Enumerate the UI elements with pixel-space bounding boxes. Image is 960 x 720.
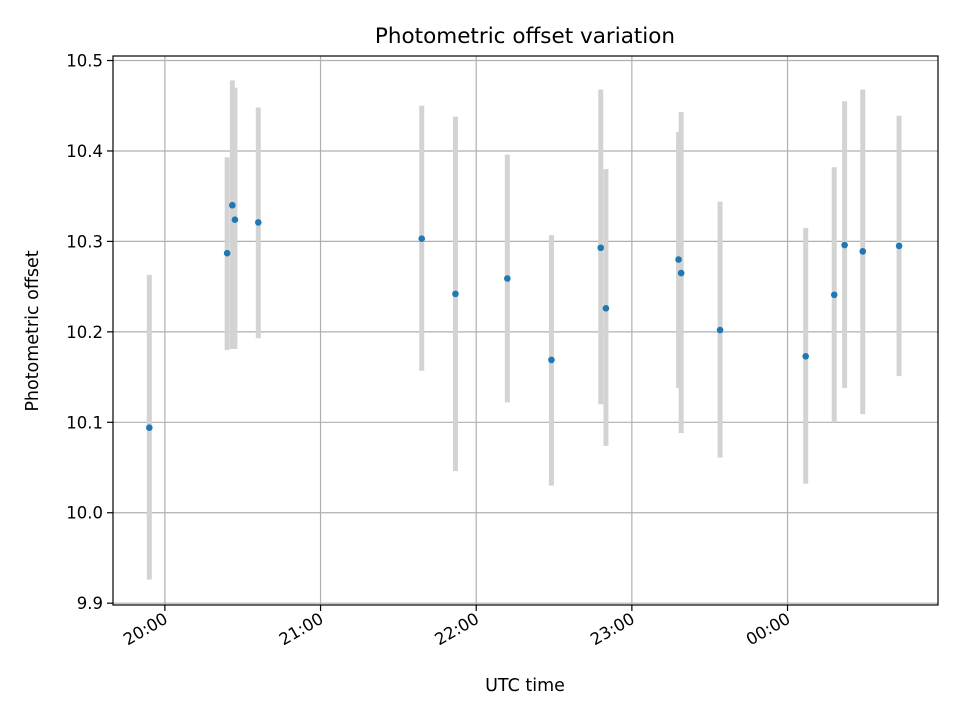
data-point [452, 290, 459, 298]
y-tick-label: 10.2 [66, 323, 103, 342]
data-point [254, 219, 262, 226]
data-point [830, 291, 838, 299]
x-tick-label: 22:00 [432, 609, 483, 649]
data-point [597, 244, 605, 252]
data-point [223, 249, 231, 257]
y-tick-label: 10.0 [66, 504, 103, 523]
x-tick-label: 23:00 [587, 609, 638, 649]
data-point [859, 248, 867, 255]
y-tick-label: 10.1 [66, 413, 103, 432]
data-point [231, 216, 239, 224]
y-axis-label: Photometric offset [23, 250, 43, 411]
data-point [146, 424, 153, 432]
data-point [675, 256, 682, 263]
x-tick-label: 00:00 [743, 609, 794, 649]
data-point [418, 235, 426, 242]
y-tick-label: 10.3 [66, 232, 103, 251]
grid [113, 56, 938, 605]
data-point [602, 305, 610, 312]
data-point [841, 241, 848, 249]
data-points [146, 201, 903, 432]
data-point [895, 242, 903, 250]
data-point [716, 326, 724, 334]
ticks: 9.9 10.0 10.1 10.2 10.3 10.4 10.5 20:00 21:00 22:… [66, 52, 793, 650]
data-point [504, 275, 511, 282]
data-point [548, 356, 555, 364]
data-point [802, 352, 809, 360]
y-tick-label: 10.4 [66, 142, 103, 161]
plot-frame [112, 55, 939, 606]
data-point [677, 269, 685, 277]
error-bars [146, 80, 902, 580]
y-tick-label: 10.5 [66, 52, 103, 71]
y-tick-label: 9.9 [77, 594, 103, 613]
x-axis-label: UTC time [485, 676, 565, 696]
data-point [229, 201, 236, 209]
x-tick-label: 20:00 [120, 609, 171, 649]
x-tick-label: 21:00 [276, 609, 327, 649]
chart-title: Photometric offset variation [375, 24, 675, 49]
